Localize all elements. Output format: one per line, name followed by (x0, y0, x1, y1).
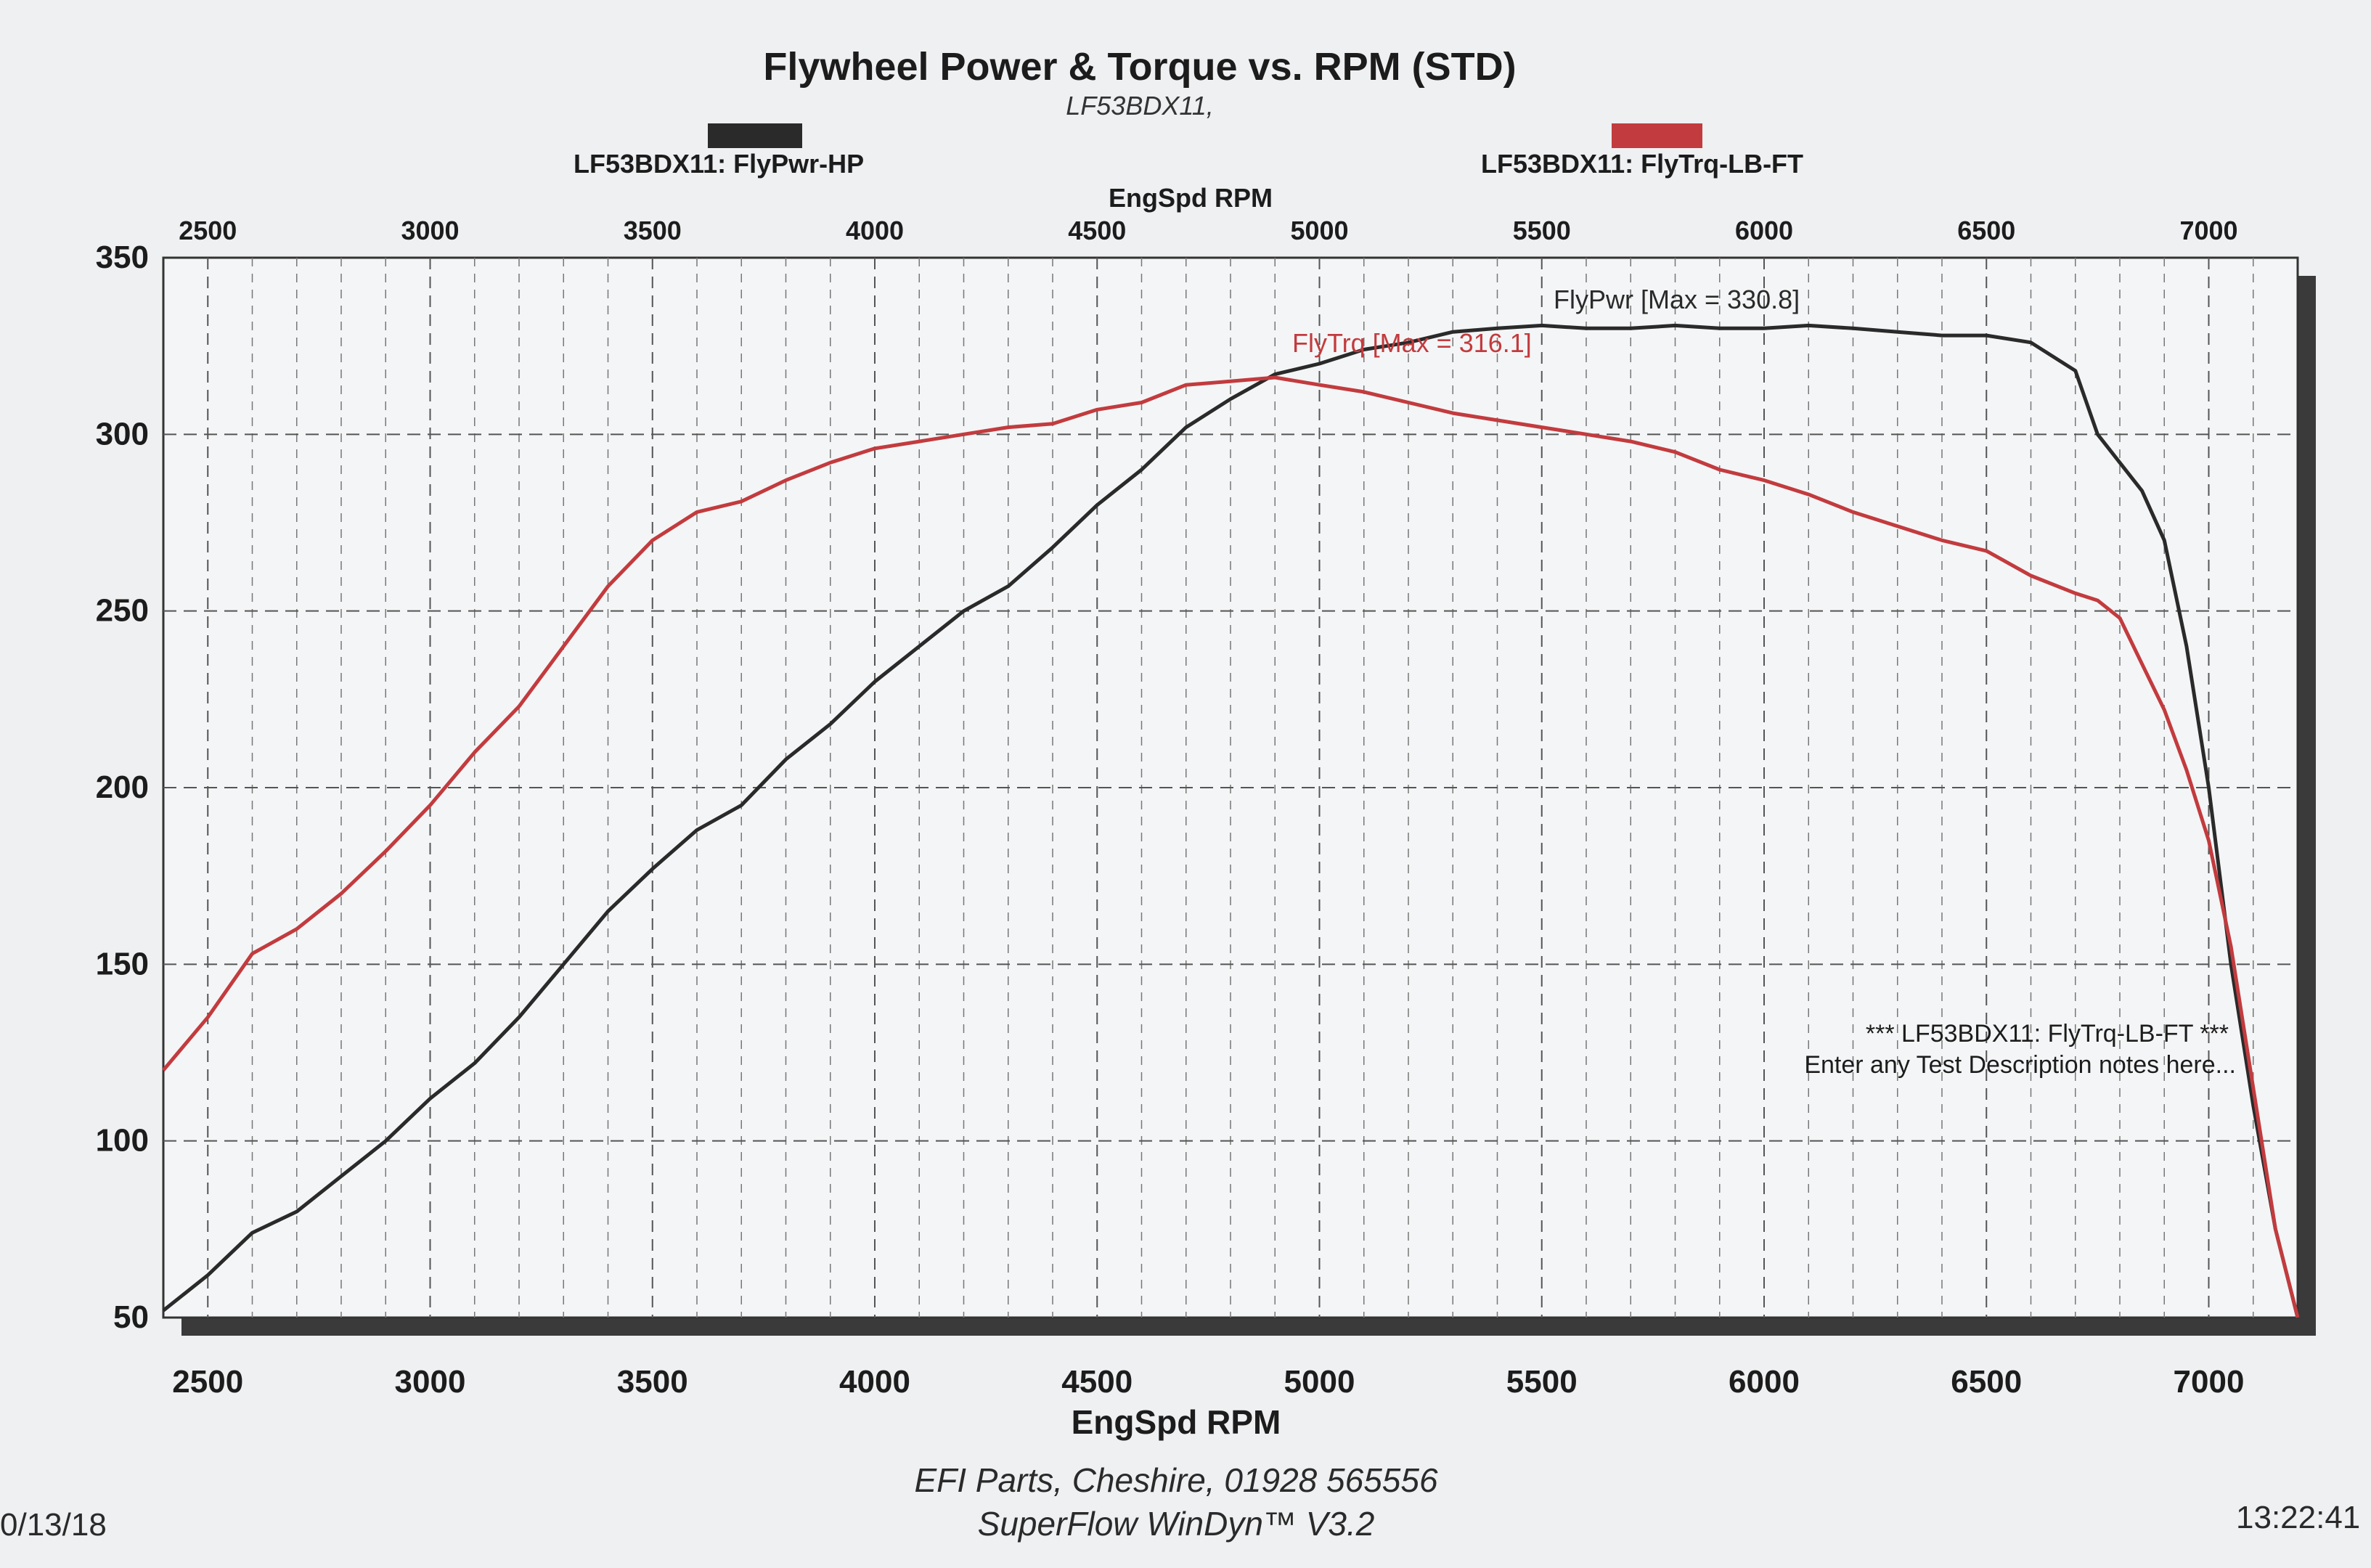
top-tick-label: 3000 (401, 216, 459, 245)
top-tick-label: 2500 (179, 216, 237, 245)
legend-swatch-power (708, 123, 802, 148)
x-tick-label: 4500 (1061, 1364, 1133, 1400)
top-tick-label: 7000 (2179, 216, 2237, 245)
footer-software: SuperFlow WinDyn™ V3.2 (978, 1505, 1375, 1543)
top-tick-label: 6000 (1735, 216, 1793, 245)
top-tick-label: 5000 (1290, 216, 1348, 245)
run-label: LF53BDX11, (1066, 91, 1213, 121)
footer-time: 13:22:41 (2236, 1500, 2360, 1535)
x-tick-label: 3500 (617, 1364, 688, 1400)
y-tick-label: 250 (96, 593, 149, 629)
y-tick-label: 50 (113, 1299, 149, 1335)
chart-title: Flywheel Power & Torque vs. RPM (STD) (763, 45, 1516, 89)
left-tick-labels: 50 100 150 200 250 300 350 (96, 240, 149, 1335)
top-tick-label: 4500 (1068, 216, 1126, 245)
x-tick-label: 6000 (1729, 1364, 1800, 1400)
torque-series-line (162, 375, 2300, 1318)
bottom-tick-labels: 2500 3000 3500 4000 4500 5000 5500 6000 6500 7000 (172, 1364, 2244, 1400)
x-axis-label: EngSpd RPM (1072, 1403, 1281, 1441)
legend-swatch-torque (1612, 123, 1702, 148)
top-tick-label: 3500 (624, 216, 682, 245)
legend-label-power: LF53BDX11: FlyPwr-HP (574, 149, 864, 179)
top-tick-label: 4000 (846, 216, 904, 245)
notes-line-2: Enter any Test Description notes here... (1804, 1051, 2236, 1079)
x-tick-label: 6500 (1951, 1364, 2022, 1400)
torque-max-annotation: FlyTrq [Max = 316.1] (1292, 328, 1532, 358)
x-tick-label: 5500 (1506, 1364, 1578, 1400)
x-tick-label: 2500 (172, 1364, 243, 1400)
y-tick-label: 300 (96, 416, 149, 452)
notes-line-1: *** LF53BDX11: FlyTrq-LB-FT *** (1866, 1020, 2229, 1048)
footer-date: 0/13/18 (0, 1507, 107, 1543)
legend-label-torque: LF53BDX11: FlyTrq-LB-FT (1481, 149, 1803, 179)
major-grid (163, 258, 2298, 1318)
x-tick-label: 4000 (839, 1364, 910, 1400)
x-tick-label: 3000 (395, 1364, 466, 1400)
footer-company: EFI Parts, Cheshire, 01928 565556 (914, 1461, 1438, 1499)
x-tick-label: 7000 (2174, 1364, 2245, 1400)
y-tick-label: 150 (96, 946, 149, 981)
power-max-annotation: FlyPwr [Max = 330.8] (1554, 285, 1800, 314)
top-tick-label: 5500 (1513, 216, 1571, 245)
x-tick-label: 5000 (1284, 1364, 1355, 1400)
top-tick-labels: 2500 3000 3500 4000 4500 5000 5500 6000 6500 7000 (179, 216, 2237, 245)
series-layer (162, 323, 2300, 1318)
y-tick-label: 350 (96, 240, 149, 275)
y-tick-label: 200 (96, 769, 149, 805)
y-tick-label: 100 (96, 1123, 149, 1159)
top-tick-label: 6500 (1957, 216, 2015, 245)
power-series-line (162, 323, 2300, 1318)
top-axis-label: EngSpd RPM (1109, 183, 1273, 213)
